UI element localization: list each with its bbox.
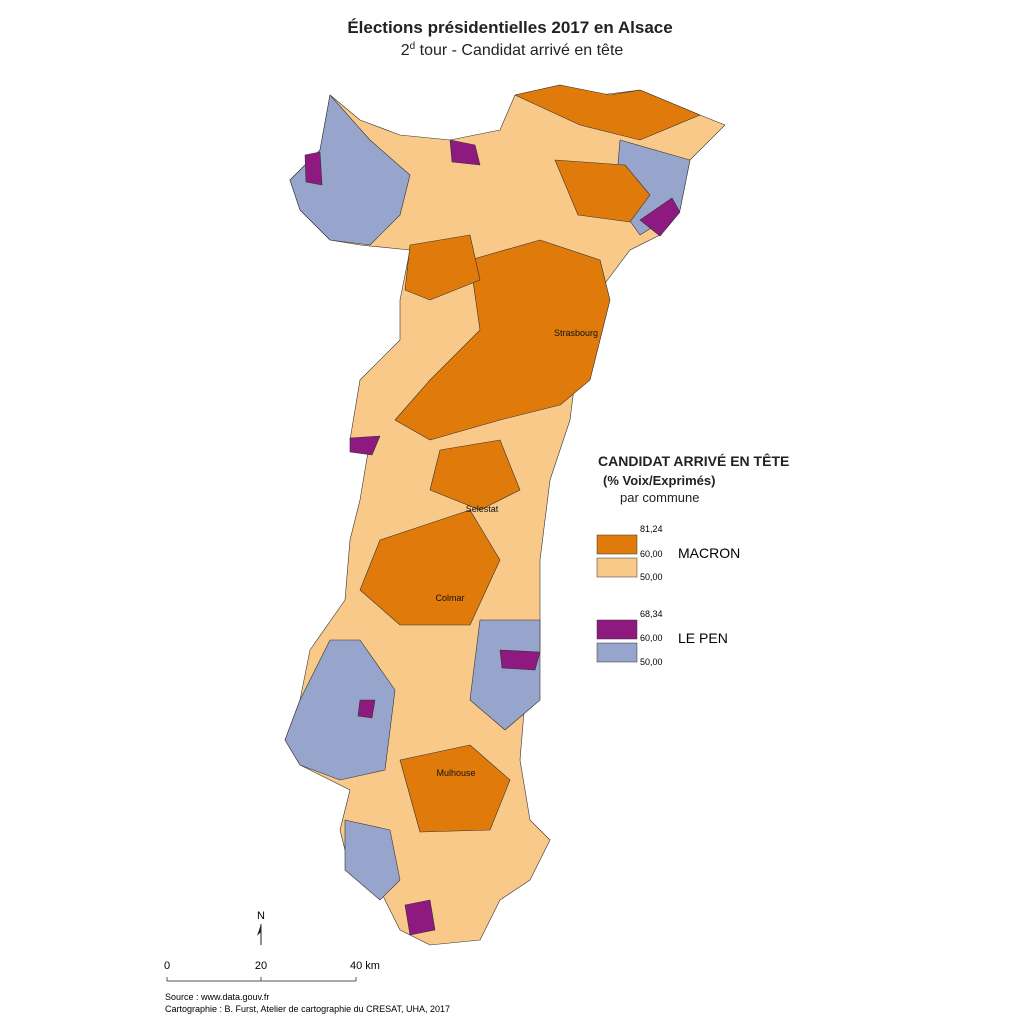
city-label: Mulhouse	[436, 768, 475, 778]
legend-break: 50,00	[640, 657, 663, 667]
region-lepen	[289, 94, 411, 246]
region-lepen	[344, 819, 401, 901]
credit: Cartographie : B. Furst, Atelier de cart…	[165, 1004, 450, 1014]
legend-swatch	[596, 557, 638, 578]
region-lepen-strong	[499, 649, 541, 671]
region-macron	[554, 159, 651, 223]
north-label: N	[257, 910, 265, 922]
source: Source : www.data.gouv.fr	[165, 992, 269, 1002]
region-lepen	[284, 639, 396, 781]
region-lepen-strong	[357, 699, 376, 719]
region-lepen	[469, 619, 541, 731]
legend-swatch	[596, 619, 638, 640]
subtitle: 2d tour - Candidat arrivé en tête	[401, 41, 624, 59]
alsace-map	[284, 84, 726, 946]
legend-label: LE PEN	[678, 630, 728, 646]
scale-label: 40 km	[350, 960, 380, 972]
region-lepen-strong	[639, 197, 681, 237]
region-lepen-strong	[349, 435, 381, 456]
legend-subtitle: (% Voix/Exprimés)	[603, 473, 715, 488]
region-macron	[359, 509, 501, 626]
subtitle-ordinal: 2	[401, 42, 410, 59]
city-label: Strasbourg	[554, 328, 598, 338]
scale-label: 20	[255, 960, 267, 972]
north-arrow: N	[257, 910, 265, 945]
city-label: Colmar	[435, 593, 464, 603]
scale-bar: 0 20 40 km	[164, 960, 380, 982]
region-macron	[429, 439, 521, 511]
legend-label: MACRON	[678, 545, 740, 561]
subtitle-text: tour - Candidat arrivé en tête	[415, 42, 623, 59]
legend-break: 50,00	[640, 572, 663, 582]
legend-swatch	[596, 642, 638, 663]
legend: CANDIDAT ARRIVÉ EN TÊTE (% Voix/Exprimés…	[596, 452, 789, 667]
city-label: Selestat	[466, 504, 499, 514]
scale-label: 0	[164, 960, 170, 972]
title: Élections présidentielles 2017 en Alsace	[347, 18, 672, 37]
region-macron	[404, 234, 481, 301]
region-lepen-strong	[449, 139, 481, 166]
north-head	[257, 924, 261, 936]
legend-break: 60,00	[640, 549, 663, 559]
legend-break: 81,24	[640, 524, 663, 534]
legend-title: CANDIDAT ARRIVÉ EN TÊTE	[598, 452, 789, 469]
region-macron	[394, 239, 611, 441]
region-macron	[399, 744, 511, 833]
region-lepen-strong	[404, 899, 436, 936]
legend-break: 68,34	[640, 609, 663, 619]
region-macron	[514, 84, 701, 141]
legend-unit: par commune	[620, 490, 699, 505]
subtitle-superscript: d	[410, 41, 416, 52]
legend-break: 60,00	[640, 633, 663, 643]
region-lepen-strong	[304, 151, 323, 186]
legend-swatch	[596, 534, 638, 555]
